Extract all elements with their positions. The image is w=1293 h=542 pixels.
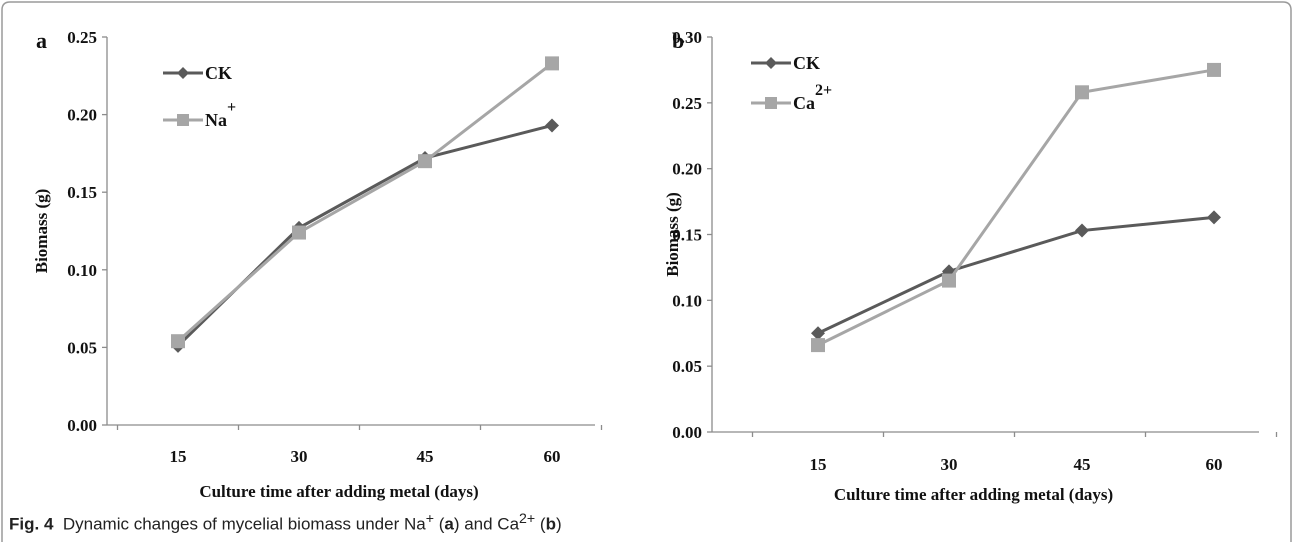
figure-caption: Fig. 4 Dynamic changes of mycelial bioma… (9, 511, 562, 535)
x-tick-label: 45 (1074, 455, 1091, 474)
legend-label: Na+ (205, 99, 236, 130)
caption-sup-na: + (425, 511, 434, 527)
x-tick-label: 30 (941, 455, 958, 474)
legend-label-sup: + (227, 99, 236, 116)
legend-marker (177, 67, 189, 79)
x-axis-title: Culture time after adding metal (days) (834, 485, 1113, 504)
x-tick-label: 60 (544, 447, 561, 466)
x-tick-label: 15 (170, 447, 187, 466)
data-point-ca (1207, 62, 1221, 77)
figure-charts: a 0.00 0.05 0.10 0.15 0.20 0.25 15 30 45 60 Culture… (32, 28, 1278, 504)
caption-panel-a: a (444, 514, 454, 534)
legend-marker (765, 57, 777, 69)
caption-paren-close: ) (555, 514, 562, 534)
y-tick-label: 0.10 (672, 291, 702, 310)
series-line-ck (176, 124, 553, 347)
data-point-ck (545, 118, 559, 133)
y-tick-label: 0.15 (67, 183, 97, 202)
data-point-ck (1207, 210, 1221, 225)
caption-text-prefix: Dynamic changes of mycelial biomass unde… (62, 514, 426, 534)
y-axis-title: Biomass (g) (663, 192, 682, 277)
x-tick-label: 45 (417, 447, 434, 466)
y-tick-label: 0.30 (672, 28, 702, 47)
chart-panel-b: b 0.00 0.05 0.10 0.15 0.20 0.25 0.30 15 30 45 60 Cul… (663, 28, 1278, 504)
panel-label: a (36, 28, 47, 53)
data-point-na (171, 334, 185, 349)
x-axis-title: Culture time after adding metal (days) (199, 482, 478, 501)
chart-panel-a: a 0.00 0.05 0.10 0.15 0.20 0.25 15 30 45 60 Culture… (32, 28, 603, 501)
caption-text-mid: ) and Ca (453, 514, 520, 534)
legend-label: Ca2+ (793, 82, 832, 113)
chart-legend: CK Na+ (163, 63, 236, 130)
y-tick-label: 0.25 (672, 94, 702, 113)
caption-paren-a: ( (433, 514, 445, 534)
y-tick-label: 0.00 (672, 423, 702, 442)
y-axis-title: Biomass (g) (32, 189, 51, 274)
y-tick-label: 0.10 (67, 261, 97, 280)
data-point-ck (1075, 223, 1089, 238)
series-line-ca (817, 68, 1215, 347)
y-tick-label: 0.00 (67, 416, 97, 435)
caption-panel-b: b (545, 514, 556, 534)
series-line-ck (817, 215, 1215, 335)
y-tick-label: 0.25 (67, 28, 97, 47)
y-tick-label: 0.15 (672, 226, 702, 245)
caption-paren-b: ( (535, 514, 546, 534)
x-tick-label: 15 (810, 455, 827, 474)
data-point-na (418, 154, 432, 169)
data-point-ck (811, 326, 825, 341)
legend-label-sup: 2+ (815, 82, 832, 99)
panel-label: b (672, 28, 684, 53)
x-tick-label: 30 (291, 447, 308, 466)
data-point-ca (1075, 85, 1089, 100)
data-point-na (545, 56, 559, 71)
y-tick-label: 0.20 (672, 160, 702, 179)
x-tick-label: 60 (1206, 455, 1223, 474)
legend-marker (765, 97, 777, 109)
y-tick-label: 0.20 (67, 106, 97, 125)
data-point-ca (942, 273, 956, 288)
y-tick-label: 0.05 (672, 357, 702, 376)
y-tick-label: 0.05 (67, 338, 97, 357)
chart-legend: CK Ca2+ (751, 53, 832, 113)
series-line-na (176, 62, 553, 343)
data-point-na (292, 225, 306, 240)
caption-sup-ca: 2+ (519, 511, 536, 527)
legend-marker (177, 114, 189, 126)
data-point-ca (811, 338, 825, 353)
legend-label: CK (205, 63, 232, 83)
caption-fig-label: Fig. 4 (9, 514, 54, 534)
legend-label: CK (793, 53, 820, 73)
